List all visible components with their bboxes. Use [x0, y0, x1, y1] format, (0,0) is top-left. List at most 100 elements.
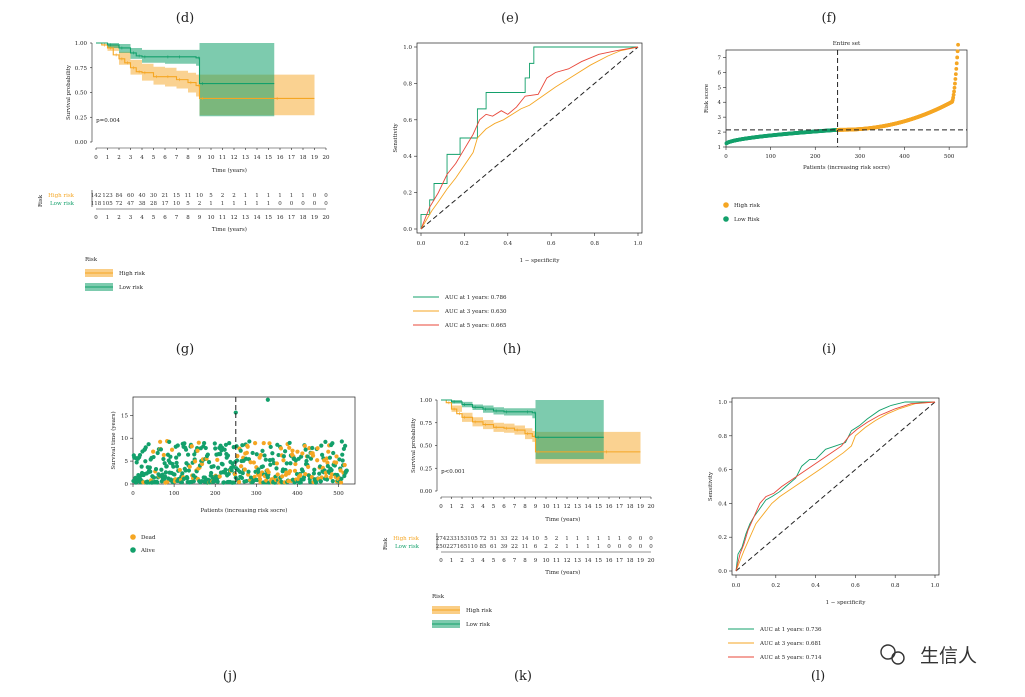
patient-point — [283, 449, 288, 454]
patient-point — [209, 470, 214, 476]
patient-point — [244, 478, 249, 484]
x-tick-label: 18 — [627, 504, 634, 510]
panel-label: (g) — [176, 342, 194, 357]
table-x-tick-label: 12 — [231, 215, 238, 221]
patient-point — [151, 475, 157, 480]
patient-point — [195, 448, 200, 453]
legend-label: AUC at 1 years: 0.736 — [759, 627, 822, 633]
y-tick-label: 0.2 — [718, 535, 727, 541]
patient-point — [288, 461, 293, 466]
patient-point — [308, 456, 314, 461]
patient-point — [168, 454, 173, 459]
risk-point — [951, 92, 956, 97]
patient-point — [310, 445, 315, 451]
patient-point — [229, 468, 234, 473]
y-axis-label: Survival probability — [66, 64, 72, 120]
patient-point — [215, 479, 220, 484]
risk-count: 10 — [532, 536, 539, 542]
patient-point — [338, 468, 343, 473]
risk-count: 2 — [198, 201, 202, 207]
table-x-tick-label: 13 — [242, 215, 249, 221]
risk-count: 1 — [301, 193, 305, 199]
patient-point — [212, 441, 217, 446]
p-value: p<0.001 — [441, 469, 465, 475]
panel-label: (i) — [822, 342, 836, 357]
y-axis-label: Survival time (years) — [110, 411, 117, 469]
patient-point — [318, 479, 323, 484]
patient-point — [239, 475, 245, 481]
risk-count: 0 — [649, 544, 653, 550]
x-tick-label: 9 — [198, 155, 202, 161]
patient-point — [343, 443, 348, 448]
patient-point — [171, 464, 176, 469]
x-tick-label: 0.2 — [771, 583, 780, 589]
risk-count: 1 — [221, 201, 225, 207]
patient-point — [274, 466, 279, 471]
risk-count: 1 — [244, 201, 248, 207]
patient-point — [134, 460, 139, 465]
risk-count: 165 — [457, 544, 468, 550]
patient-point — [251, 460, 256, 465]
patient-point — [324, 477, 330, 482]
risk-count: 28 — [150, 201, 157, 207]
x-tick-label: 13 — [574, 504, 581, 510]
patient-point — [187, 464, 192, 469]
patient-point — [300, 469, 305, 474]
patient-point — [233, 410, 238, 415]
patient-point — [302, 443, 307, 449]
x-tick-label: 0 — [94, 155, 98, 161]
y-axis-label: Risk score — [704, 84, 710, 113]
y-tick-label: 0.75 — [75, 66, 88, 72]
patient-point — [185, 452, 191, 457]
patient-point — [287, 445, 292, 450]
patient-point — [320, 452, 325, 457]
x-tick-label: 8 — [186, 155, 190, 161]
x-tick-label: 5 — [152, 155, 156, 161]
patient-point — [268, 462, 273, 467]
risk-count: 227 — [446, 544, 457, 550]
y-tick-label: 15 — [121, 413, 128, 419]
legend-title: Risk — [432, 594, 445, 600]
table-x-tick-label: 3 — [129, 215, 133, 221]
risk-count: 22 — [511, 536, 518, 542]
table-x-tick-label: 5 — [152, 215, 156, 221]
x-tick-label: 200 — [810, 154, 821, 160]
patient-point — [196, 440, 201, 445]
table-x-tick-label: 16 — [606, 558, 613, 564]
risk-point — [952, 85, 957, 90]
roc-panel-l: 0.0 0.2 0.4 0.6 0.8 1.0 0.0 0.2 0.4 0.6 0.8 1.0 1 − … — [708, 397, 940, 661]
x-tick-label: 7 — [175, 155, 179, 161]
risk-count: 17 — [162, 201, 169, 207]
legend-label: Low Risk — [734, 217, 760, 223]
y-tick-label: 0.75 — [420, 421, 433, 427]
risk-row-label: Low risk — [395, 544, 420, 550]
risk-row-label: High risk — [393, 536, 420, 542]
panel-label: (d) — [176, 11, 194, 26]
patient-point — [199, 461, 205, 467]
risk-count: 11 — [185, 193, 192, 199]
patient-point — [151, 449, 156, 454]
patient-point — [189, 444, 194, 449]
legend: AUC at 1 years: 0.786 AUC at 3 years: 0.6… — [413, 295, 507, 329]
patient-point — [222, 447, 227, 452]
table-x-axis-label: Time (years) — [545, 569, 580, 576]
patient-point — [143, 445, 148, 450]
risk-point — [951, 95, 956, 100]
patient-point — [284, 461, 289, 466]
survival-status-panel: 0 5 10 15 0 100 200 300 400 500 Patients (increasi… — [110, 396, 356, 554]
y-tick-label: 0.00 — [75, 140, 88, 146]
risk-count: 1 — [576, 544, 580, 550]
panel-label: (h) — [503, 342, 522, 357]
x-tick-label: 100 — [765, 154, 776, 160]
patient-point — [276, 452, 281, 458]
risk-row-label: Low risk — [50, 201, 75, 207]
patient-point — [333, 460, 339, 465]
patient-point — [155, 480, 160, 485]
x-tick-label: 0.4 — [811, 583, 820, 589]
x-tick-label: 18 — [300, 155, 307, 161]
x-tick-label: 14 — [254, 155, 261, 161]
patient-point — [172, 472, 177, 477]
x-tick-label: 17 — [616, 504, 623, 510]
table-x-tick-label: 3 — [471, 558, 475, 564]
x-tick-label: 20 — [648, 504, 655, 510]
